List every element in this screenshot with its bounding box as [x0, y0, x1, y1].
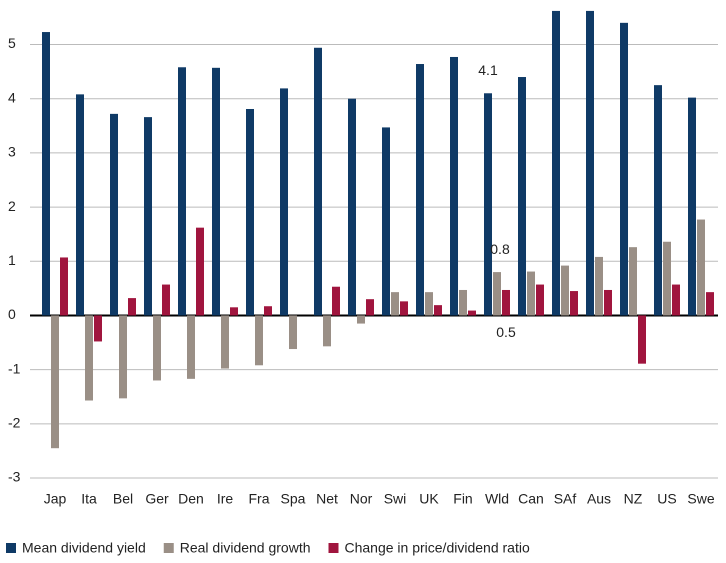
y-tick-label: 1: [8, 252, 16, 268]
x-tick-label: Ire: [217, 491, 234, 507]
bar: [289, 315, 297, 350]
x-tick-label: Nor: [350, 491, 373, 507]
bar: [400, 301, 408, 316]
x-tick-label: Den: [178, 491, 204, 507]
bar: [110, 113, 118, 316]
bar: [246, 108, 254, 316]
x-tick-label: NZ: [624, 491, 643, 507]
bar: [697, 219, 705, 316]
x-tick-label: Ger: [145, 491, 169, 507]
bar: [85, 315, 93, 401]
bar: [434, 305, 442, 316]
bar: [450, 56, 458, 316]
y-tick-label: 3: [8, 144, 16, 160]
bar: [502, 289, 510, 316]
x-tick-label: Bel: [113, 491, 133, 507]
x-tick-label: Swe: [687, 491, 714, 507]
bar: [561, 265, 569, 316]
bar: [527, 271, 535, 316]
bar: [187, 315, 195, 379]
legend-swatch: [328, 543, 339, 553]
x-tick-label: US: [657, 491, 676, 507]
bar: [536, 284, 544, 316]
bar: [255, 315, 263, 366]
annotation: 0.5: [496, 324, 516, 340]
bar: [620, 22, 628, 316]
bar: [357, 315, 365, 324]
legend-swatch: [6, 543, 16, 553]
bar: [178, 67, 186, 316]
y-tick-label: -1: [8, 360, 21, 376]
y-tick-label: 2: [8, 198, 16, 214]
bar: [196, 227, 204, 316]
bar: [332, 286, 340, 316]
bar: [323, 315, 331, 347]
bar: [468, 310, 476, 316]
bar: [144, 117, 152, 316]
x-tick-label: Spa: [281, 491, 306, 507]
x-tick-label: Ita: [81, 491, 97, 507]
y-tick-label: 0: [8, 306, 16, 322]
bar: [518, 77, 526, 316]
bar: [42, 32, 50, 316]
x-tick-label: Fin: [453, 491, 472, 507]
legend-label: Mean dividend yield: [22, 540, 146, 556]
bar: [221, 315, 229, 369]
x-tick-label: Aus: [587, 491, 611, 507]
bar: [484, 93, 492, 316]
bar: [552, 10, 560, 316]
bar: [119, 315, 127, 399]
y-tick-label: 4: [8, 89, 16, 105]
x-tick-label: SAf: [554, 491, 577, 507]
x-tick-label: Jap: [44, 491, 67, 507]
bar: [280, 88, 288, 316]
bar: [382, 127, 390, 316]
bar: [51, 315, 59, 449]
bar: [416, 64, 424, 316]
bar: [94, 315, 102, 342]
annotation: 4.1: [478, 62, 498, 78]
y-tick-label: -3: [8, 469, 21, 485]
bar: [654, 85, 662, 316]
bar: [638, 315, 646, 364]
bar: [128, 298, 136, 316]
legend-label: Real dividend growth: [180, 540, 311, 556]
x-tick-label: Fra: [249, 491, 270, 507]
bar: [706, 292, 714, 316]
bar: [60, 257, 68, 316]
bar: [366, 299, 374, 316]
bar: [230, 307, 238, 316]
bar: [595, 256, 603, 316]
bar: [688, 97, 696, 316]
bar: [663, 241, 671, 316]
y-tick-label: 5: [8, 35, 16, 51]
x-tick-label: UK: [419, 491, 439, 507]
bar: [212, 67, 220, 316]
bar: [425, 292, 433, 316]
bar: [493, 272, 501, 316]
annotation: 0.8: [490, 241, 510, 257]
bar: [459, 289, 467, 316]
y-tick-label: -2: [8, 415, 21, 431]
x-tick-label: Can: [518, 491, 544, 507]
bar: [162, 284, 170, 316]
legend-swatch: [163, 543, 174, 553]
bar: [604, 289, 612, 316]
x-tick-label: Wld: [485, 491, 509, 507]
bar: [570, 291, 578, 316]
bar: [264, 306, 272, 316]
bar: [586, 10, 594, 316]
bar: [629, 247, 637, 316]
x-tick-label: Swi: [384, 491, 407, 507]
x-tick-label: Net: [316, 491, 338, 507]
bar: [153, 315, 161, 381]
legend-label: Change in price/dividend ratio: [345, 540, 530, 556]
bar: [314, 47, 322, 316]
bar: [76, 94, 84, 316]
bar: [391, 292, 399, 316]
bar: [348, 98, 356, 316]
bar: [672, 284, 680, 316]
